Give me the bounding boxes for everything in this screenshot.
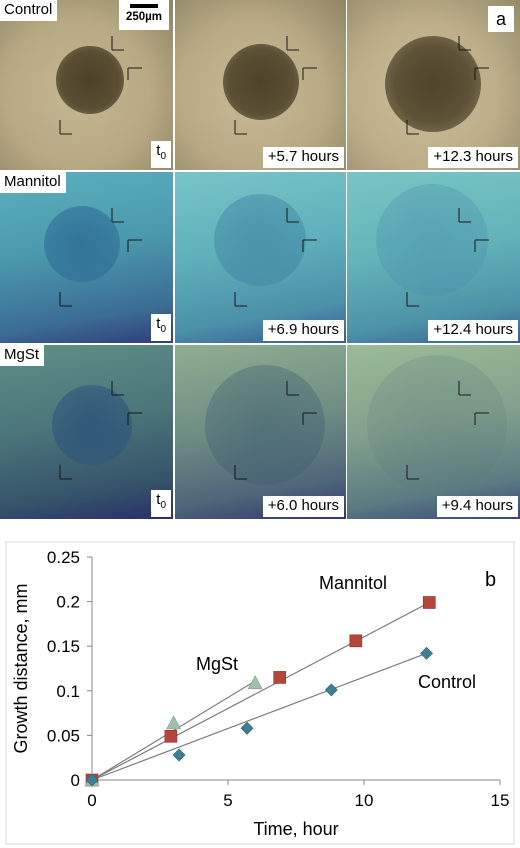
time-label-text: t <box>156 491 161 508</box>
y-axis-label: Growth distance, mm <box>11 583 31 753</box>
time-label: t0 <box>151 314 171 341</box>
crosshair-marks <box>59 208 142 307</box>
chart-background <box>0 540 520 848</box>
time-label-subscript: 0 <box>160 151 166 162</box>
scale-bar-line <box>130 4 158 8</box>
colony-spot <box>44 206 120 282</box>
time-label-text: +6.9 hours <box>267 321 339 338</box>
time-label: +6.0 hours <box>262 496 344 517</box>
data-point-mgst <box>247 675 263 690</box>
time-label-subscript: 0 <box>160 324 166 335</box>
row-label-control: Control <box>0 0 58 21</box>
panel-letter-a: a <box>488 6 514 32</box>
colony-spot <box>385 36 481 132</box>
scale-bar: 250µm <box>119 0 169 30</box>
micrograph-mgst-1: t0 MgSt <box>0 345 173 519</box>
fit-line-control <box>91 652 427 781</box>
series-label-mgst: MgSt <box>196 654 238 674</box>
row-label-mannitol: Mannitol <box>0 172 66 193</box>
time-label: +6.9 hours <box>262 320 344 341</box>
colony-spot <box>214 194 306 286</box>
y-tick-label: 0.15 <box>47 637 80 656</box>
time-label-text: +6.0 hours <box>267 497 339 514</box>
y-tick-label: 0.05 <box>47 726 80 745</box>
data-point-control <box>324 683 338 697</box>
x-tick-label: 10 <box>355 791 374 810</box>
micrograph-mannitol-1: t0 Mannitol <box>0 172 173 343</box>
crosshair-marks <box>406 381 489 480</box>
data-point-control <box>240 721 254 735</box>
scale-bar-label: 250µm <box>125 11 163 23</box>
series-label-control: Control <box>418 672 476 692</box>
x-tick-label: 15 <box>491 791 510 810</box>
time-label: +5.7 hours <box>262 147 344 168</box>
series-label-mannitol: Mannitol <box>319 573 387 593</box>
colony-spot <box>223 44 299 120</box>
y-tick-label: 0.25 <box>47 548 80 567</box>
crosshair-marks <box>234 208 317 307</box>
data-point-mgst <box>166 715 182 730</box>
micrograph-mannitol-2: +6.9 hours <box>175 172 346 343</box>
data-point-mannitol <box>273 671 286 684</box>
data-point-control <box>85 773 99 787</box>
time-label-text: t <box>156 142 161 159</box>
time-label-text: +12.4 hours <box>433 321 513 338</box>
data-point-mannitol <box>422 596 436 609</box>
x-tick-label: 0 <box>87 791 96 810</box>
panel-letter-b: b <box>485 569 496 591</box>
micrograph-mgst-2: +6.0 hours <box>175 345 346 519</box>
fit-line-mannitol <box>91 601 430 781</box>
data-point-mannitol <box>349 634 363 648</box>
growth-chart: 0 0.05 0.1 0.15 0.2 0.25 0 5 10 15 Time, hour Growt… <box>0 540 520 848</box>
data-point-control <box>172 748 186 762</box>
crosshair-marks <box>406 208 489 307</box>
y-tick-label: 0.2 <box>56 593 80 612</box>
micrograph-mannitol-3: +12.4 hours <box>347 172 520 343</box>
micrograph-control-2: +5.7 hours <box>175 0 346 170</box>
time-label-text: t <box>156 315 161 332</box>
colony-spot <box>367 355 507 495</box>
colony-spot <box>52 385 132 465</box>
time-label-text: +12.3 hours <box>433 148 513 165</box>
time-label-subscript: 0 <box>160 500 166 511</box>
crosshair-marks <box>234 381 317 480</box>
crosshair-marks <box>59 381 142 480</box>
x-tick-label: 5 <box>223 791 232 810</box>
colony-spot <box>205 365 325 485</box>
colony-spot <box>56 46 124 114</box>
x-axis-label: Time, hour <box>253 819 338 839</box>
colony-spot <box>376 184 488 296</box>
y-tick-label: 0 <box>71 771 80 790</box>
crosshair-marks <box>59 36 142 135</box>
micrograph-mgst-3: +9.4 hours <box>347 345 520 519</box>
y-tick-label: 0.1 <box>56 682 80 701</box>
micrograph-control-3: +12.3 hours <box>347 0 520 170</box>
time-label: +12.3 hours <box>428 147 518 168</box>
time-label: t0 <box>151 141 171 168</box>
crosshair-marks <box>406 36 489 135</box>
chart-border <box>5 541 515 845</box>
time-label: t0 <box>151 490 171 517</box>
time-label: +9.4 hours <box>436 496 518 517</box>
time-label: +12.4 hours <box>428 320 518 341</box>
data-point-mannitol <box>164 729 178 743</box>
time-label-text: +5.7 hours <box>267 148 339 165</box>
crosshair-marks <box>234 36 317 135</box>
data-point-control <box>420 646 433 660</box>
time-label-text: +9.4 hours <box>441 497 513 514</box>
row-label-mgst: MgSt <box>0 345 45 366</box>
